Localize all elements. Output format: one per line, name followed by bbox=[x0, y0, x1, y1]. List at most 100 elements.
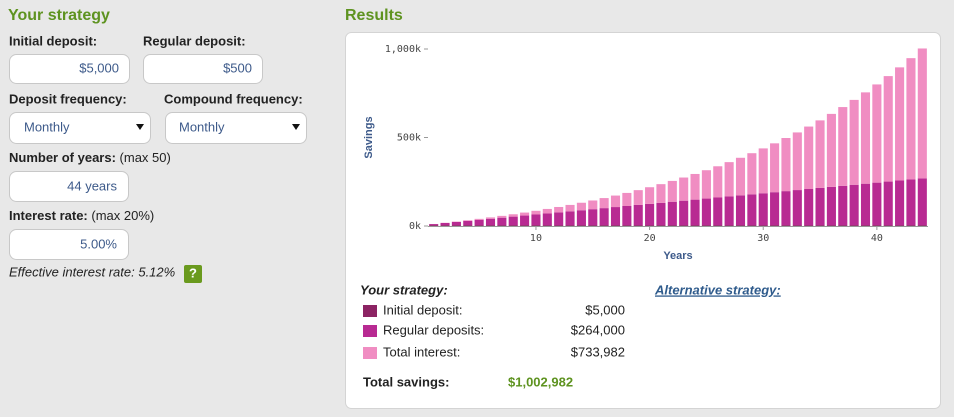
text-input[interactable] bbox=[9, 171, 129, 202]
field-label: Deposit frequency: bbox=[9, 91, 127, 106]
bar-segment bbox=[463, 225, 473, 226]
bar-segment bbox=[667, 225, 677, 226]
bar-segment bbox=[610, 195, 621, 208]
bar-segment bbox=[497, 225, 507, 226]
bar-segment bbox=[758, 225, 768, 226]
bar-segment bbox=[792, 132, 802, 191]
bar-segment bbox=[815, 120, 825, 188]
legend-swatch bbox=[363, 347, 377, 359]
bar-segment bbox=[758, 148, 768, 194]
text-input[interactable] bbox=[9, 54, 130, 84]
section-title: Results bbox=[345, 7, 403, 24]
select-value: Monthly bbox=[179, 119, 225, 134]
section-title: Your strategy bbox=[8, 7, 110, 24]
bar-segment bbox=[679, 225, 689, 226]
bar-segment bbox=[883, 225, 893, 226]
bar-segment bbox=[860, 183, 871, 226]
bar-segment bbox=[770, 225, 780, 226]
bar-segment bbox=[747, 194, 757, 226]
bar-segment bbox=[713, 225, 723, 226]
bar-segment bbox=[849, 184, 859, 226]
bar-segment bbox=[554, 206, 564, 213]
bar-segment bbox=[872, 84, 882, 183]
bar-segment bbox=[724, 196, 734, 226]
field-label: Compound frequency: bbox=[164, 91, 303, 106]
input-value: 5.00% bbox=[80, 236, 117, 251]
bar-segment bbox=[622, 192, 632, 206]
bar-segment bbox=[576, 225, 586, 226]
bar-segment bbox=[826, 186, 836, 226]
bar-segment bbox=[917, 225, 927, 226]
bar-segment bbox=[747, 225, 757, 226]
total-value: $1,002,982 bbox=[508, 374, 573, 389]
bar-segment bbox=[542, 225, 552, 226]
bar-segment bbox=[679, 177, 689, 201]
bar-segment bbox=[565, 211, 575, 226]
bar-segment bbox=[599, 208, 609, 226]
text-input[interactable] bbox=[143, 54, 263, 84]
results-panel bbox=[345, 32, 941, 409]
legend-label: Initial deposit: bbox=[383, 302, 463, 317]
bar-segment bbox=[633, 204, 643, 226]
help-button[interactable] bbox=[184, 265, 202, 283]
bar-segment bbox=[599, 198, 609, 209]
dropdown-arrow bbox=[292, 124, 300, 130]
bar-segment bbox=[554, 212, 564, 226]
bar-segment bbox=[429, 224, 439, 226]
bar-segment bbox=[508, 216, 518, 226]
bar-segment bbox=[713, 197, 723, 226]
bar-segment bbox=[815, 187, 825, 226]
bar-segment bbox=[838, 225, 848, 226]
bar-segment bbox=[531, 210, 541, 215]
bar-segment bbox=[645, 187, 655, 204]
bar-segment bbox=[485, 225, 496, 226]
field-note: (max 20%) bbox=[91, 208, 154, 223]
bar-segment bbox=[588, 200, 598, 210]
alternative-link[interactable]: Alternative strategy: bbox=[654, 282, 781, 297]
bar-segment bbox=[610, 225, 621, 226]
bar-segment bbox=[872, 182, 882, 226]
field-label: Initial deposit: bbox=[9, 33, 97, 48]
select[interactable] bbox=[165, 112, 307, 144]
field-label: Number of years: bbox=[9, 150, 116, 165]
legend-label: Regular deposits: bbox=[383, 322, 484, 337]
bar-segment bbox=[440, 225, 450, 226]
bar-segment bbox=[781, 225, 791, 226]
bar-segment bbox=[792, 225, 802, 226]
field-label: Interest rate: (max 20%) bbox=[9, 208, 154, 223]
field-label: Number of years: (max 50) bbox=[9, 150, 171, 165]
bar-segment bbox=[451, 225, 461, 226]
help-icon: ? bbox=[189, 265, 197, 280]
bar-segment bbox=[497, 217, 507, 226]
select[interactable] bbox=[9, 112, 151, 144]
input-value: $5,000 bbox=[79, 60, 119, 75]
bar-segment bbox=[497, 215, 507, 218]
bar-segment bbox=[554, 225, 564, 226]
bar-segment bbox=[701, 198, 711, 226]
bar-segment bbox=[758, 193, 768, 226]
bar-segment bbox=[770, 143, 780, 193]
bar-segment bbox=[792, 190, 802, 226]
bar-segment bbox=[735, 225, 746, 226]
bar-segment bbox=[667, 180, 677, 202]
bar-segment bbox=[645, 203, 655, 226]
bar-segment bbox=[895, 67, 905, 181]
bar-segment bbox=[713, 166, 723, 198]
bar-segment bbox=[770, 192, 780, 226]
bar-segment bbox=[588, 225, 598, 226]
text-input[interactable] bbox=[9, 229, 129, 260]
total-label: Total savings: bbox=[363, 374, 449, 389]
bar-segment bbox=[849, 225, 859, 226]
bar-segment bbox=[838, 185, 848, 226]
y-tick-label: 0k bbox=[409, 221, 421, 232]
bar-segment bbox=[463, 220, 473, 226]
y-tick-label: 500k bbox=[397, 133, 421, 144]
bar-segment bbox=[804, 189, 814, 226]
bar-segment bbox=[474, 218, 484, 220]
bar-segment bbox=[622, 225, 632, 226]
bar-segment bbox=[633, 225, 643, 226]
bar-segment bbox=[826, 225, 836, 226]
bar-segment bbox=[520, 212, 530, 216]
bar-segment bbox=[747, 153, 757, 195]
